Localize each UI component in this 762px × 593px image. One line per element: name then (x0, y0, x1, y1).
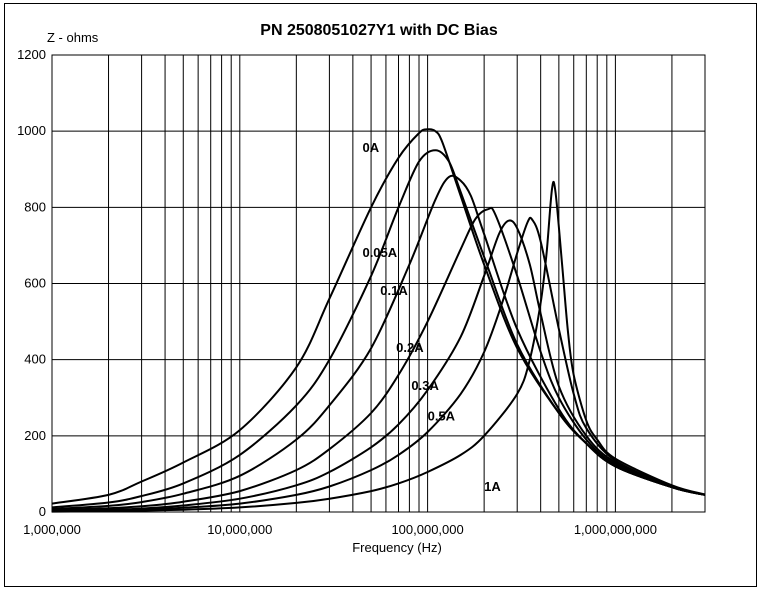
x-tick-label: 1,000,000 (23, 522, 81, 537)
x-tick-labels: 1,000,000 10,000,000 100,000,000 1,000,000,… (23, 522, 657, 537)
series-line-0_3A (51, 219, 706, 512)
y-tick-label: 1000 (17, 123, 46, 138)
x-tick-label: 1,000,000,000 (574, 522, 657, 537)
y-tick-label: 0 (39, 504, 46, 519)
series-label-0_05A: 0.05A (362, 245, 397, 260)
y-tick-label: 200 (24, 428, 46, 443)
y-tick-labels: 0 200 400 600 800 1000 1200 (17, 47, 46, 519)
impedance-chart: PN 2508051027Y1 with DC Bias Z - ohms Fr… (17, 22, 706, 555)
series-line-0_1A (51, 174, 706, 510)
x-tick-label: 10,000,000 (207, 522, 272, 537)
series-label-0_5A: 0.5A (428, 409, 456, 424)
y-tick-label: 400 (24, 352, 46, 367)
x-axis-label: Frequency (Hz) (352, 540, 442, 555)
y-tick-label: 1200 (17, 47, 46, 62)
series-line-1A (51, 180, 706, 513)
chart-frame: PN 2508051027Y1 with DC Bias Z - ohms Fr… (4, 3, 757, 587)
series-label-1A: 1A (484, 479, 501, 494)
series-lines (51, 128, 706, 513)
series-label-0_2A: 0.2A (396, 340, 424, 355)
series-labels: 0A 0.05A 0.1A 0.2A 0.3A 0.5A 1A (362, 140, 501, 494)
series-label-0_1A: 0.1A (380, 283, 408, 298)
series-line-0_2A (51, 206, 706, 512)
chart-title: PN 2508051027Y1 with DC Bias (260, 22, 498, 39)
y-tick-label: 800 (24, 199, 46, 214)
series-label-0A: 0A (362, 140, 379, 155)
series-line-0_5A (51, 216, 706, 513)
x-tick-label: 100,000,000 (391, 522, 463, 537)
y-axis-label: Z - ohms (47, 30, 99, 45)
y-tick-label: 600 (24, 276, 46, 291)
plot-area-border (51, 54, 706, 513)
series-label-0_3A: 0.3A (411, 378, 439, 393)
gridlines (51, 54, 706, 513)
